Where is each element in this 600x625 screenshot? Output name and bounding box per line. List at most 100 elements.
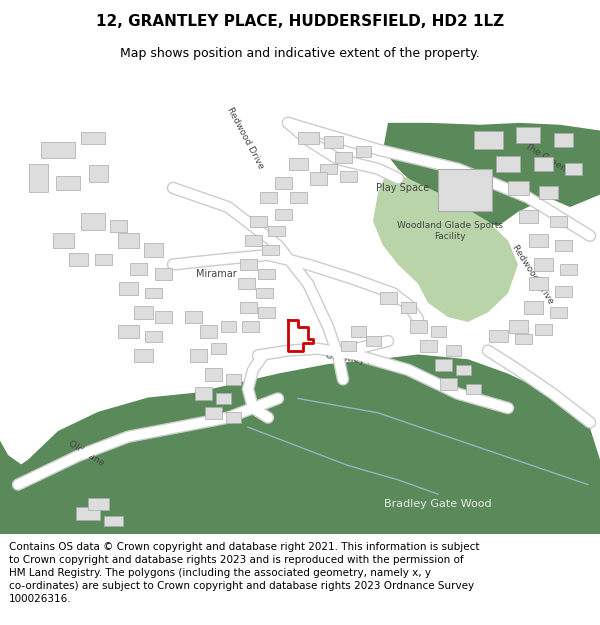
- Text: Play Space: Play Space: [376, 183, 430, 193]
- Bar: [199, 325, 217, 338]
- Bar: [533, 158, 553, 171]
- Bar: [535, 324, 551, 335]
- Polygon shape: [383, 123, 600, 226]
- Bar: [515, 334, 532, 344]
- Bar: [323, 136, 343, 148]
- Bar: [533, 258, 553, 271]
- Bar: [245, 235, 262, 246]
- Bar: [239, 302, 257, 313]
- Bar: [438, 169, 492, 211]
- Bar: [238, 278, 254, 289]
- Bar: [215, 393, 230, 404]
- Bar: [76, 507, 100, 519]
- Bar: [155, 268, 172, 280]
- Bar: [455, 364, 470, 375]
- Bar: [256, 288, 272, 299]
- Bar: [194, 388, 212, 400]
- Polygon shape: [373, 169, 518, 322]
- Bar: [340, 171, 356, 182]
- Bar: [509, 321, 527, 333]
- Bar: [268, 226, 284, 236]
- Bar: [29, 164, 47, 192]
- Bar: [341, 341, 355, 351]
- Bar: [205, 407, 221, 419]
- Bar: [310, 172, 326, 184]
- Bar: [289, 158, 308, 170]
- Bar: [250, 216, 266, 227]
- Bar: [350, 326, 365, 337]
- Bar: [89, 166, 107, 182]
- Bar: [226, 412, 241, 423]
- Bar: [185, 311, 202, 323]
- Bar: [516, 127, 540, 143]
- Bar: [409, 321, 427, 333]
- Bar: [95, 254, 112, 265]
- Bar: [239, 259, 257, 270]
- Bar: [380, 292, 397, 304]
- Bar: [88, 498, 109, 510]
- Bar: [118, 233, 139, 248]
- Bar: [205, 368, 221, 381]
- Bar: [335, 152, 352, 162]
- Bar: [298, 132, 319, 144]
- Bar: [221, 321, 235, 332]
- Bar: [155, 311, 172, 323]
- Bar: [550, 307, 566, 318]
- Bar: [529, 234, 548, 247]
- Polygon shape: [0, 441, 58, 534]
- Bar: [275, 177, 292, 189]
- Bar: [401, 302, 415, 313]
- Bar: [104, 516, 122, 526]
- Bar: [68, 253, 88, 266]
- Text: Bradley Gate Wood: Bradley Gate Wood: [384, 499, 492, 509]
- Bar: [257, 269, 275, 279]
- Bar: [81, 213, 105, 229]
- Bar: [539, 186, 557, 199]
- Text: The Green: The Green: [523, 141, 568, 174]
- Bar: [439, 378, 457, 391]
- Bar: [133, 306, 152, 319]
- Bar: [419, 339, 437, 352]
- Bar: [130, 263, 146, 276]
- Bar: [554, 286, 571, 296]
- Bar: [41, 141, 75, 158]
- Bar: [550, 216, 566, 227]
- Bar: [241, 321, 259, 332]
- Bar: [119, 282, 137, 295]
- Bar: [257, 307, 275, 318]
- Bar: [355, 146, 371, 157]
- Bar: [53, 233, 74, 248]
- Text: Grantley Place: Grantley Place: [325, 351, 391, 369]
- Bar: [133, 349, 152, 362]
- Bar: [496, 156, 520, 172]
- Text: 12, GRANTLEY PLACE, HUDDERSFIELD, HD2 1LZ: 12, GRANTLEY PLACE, HUDDERSFIELD, HD2 1L…: [96, 14, 504, 29]
- Bar: [211, 344, 226, 354]
- Bar: [560, 264, 577, 274]
- Text: Map shows position and indicative extent of the property.: Map shows position and indicative extent…: [120, 48, 480, 61]
- Bar: [145, 331, 161, 341]
- Bar: [434, 359, 452, 371]
- Bar: [565, 162, 581, 175]
- Bar: [445, 346, 461, 356]
- Bar: [56, 176, 80, 190]
- Bar: [554, 240, 571, 251]
- Bar: [554, 133, 572, 147]
- Bar: [473, 131, 503, 149]
- Text: Old Lane: Old Lane: [67, 439, 106, 468]
- Bar: [518, 211, 538, 223]
- Bar: [190, 349, 206, 362]
- Bar: [143, 243, 163, 257]
- Text: Woodland Glade Sports
Facility: Woodland Glade Sports Facility: [397, 221, 503, 241]
- Text: Contains OS data © Crown copyright and database right 2021. This information is : Contains OS data © Crown copyright and d…: [9, 542, 479, 604]
- Text: Miramar: Miramar: [196, 269, 236, 279]
- Bar: [110, 220, 127, 232]
- Bar: [145, 288, 161, 299]
- Bar: [523, 301, 542, 314]
- Polygon shape: [0, 354, 600, 534]
- Bar: [466, 384, 481, 394]
- Bar: [81, 132, 105, 144]
- Bar: [275, 209, 292, 220]
- Text: Redwood Drive: Redwood Drive: [225, 106, 265, 171]
- Bar: [290, 192, 307, 202]
- Bar: [508, 181, 529, 195]
